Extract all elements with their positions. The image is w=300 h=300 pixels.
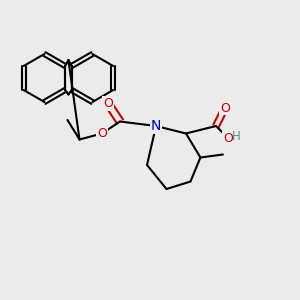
Text: H: H <box>232 130 241 143</box>
Text: N: N <box>151 119 161 133</box>
Text: O: O <box>220 101 230 115</box>
Text: O: O <box>97 127 107 140</box>
Text: O: O <box>103 97 113 110</box>
Text: O: O <box>223 131 233 145</box>
